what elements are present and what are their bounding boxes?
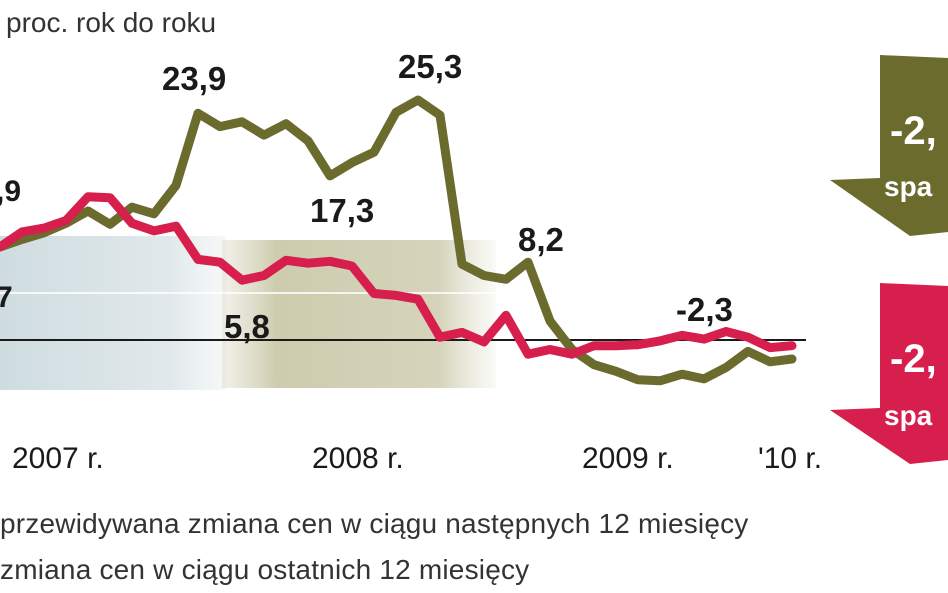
x-label-2007: 2007 r. [12, 442, 104, 475]
annotation-green-low-2008: 17,3 [310, 192, 374, 229]
annotation-green-peak-2007: 23,9 [162, 60, 226, 97]
annotation-red-low-2008: 5,8 [224, 308, 270, 345]
legend-actual: zmiana cen w ciągu ostatnich 12 miesięcy [0, 554, 530, 585]
annotation-mid-left: 7 [0, 281, 13, 314]
callout-forecast-word: spa [884, 171, 933, 202]
callout-actual: -2, spa [830, 283, 948, 464]
series-forecast-line [0, 95, 797, 386]
x-axis-labels: 2007 r. 2008 r. 2009 r. '10 r. [12, 442, 822, 475]
x-label-2009: 2009 r. [582, 442, 674, 475]
callout-actual-word: spa [884, 400, 933, 431]
unit-label: proc. rok do roku [6, 7, 216, 38]
annotation-top-left: ,9 [0, 175, 21, 208]
annotation-green-drop-2008: 8,2 [518, 221, 564, 258]
band-2007 [0, 236, 226, 390]
annotations: ,9 7 23,9 25,3 17,3 8,2 5,8 -2,3 [0, 48, 733, 345]
callout-forecast: -2, spa [830, 55, 948, 236]
series-actual-line [0, 192, 797, 359]
annotation-green-2010: -2,3 [676, 291, 733, 328]
callout-forecast-value: -2, [890, 109, 937, 153]
callout-actual-value: -2, [890, 337, 937, 381]
band-2008 [222, 240, 496, 388]
legend-forecast: przewidywana zmiana cen w ciągu następny… [0, 508, 749, 539]
x-label-2010: '10 r. [758, 442, 822, 475]
annotation-green-peak-2008: 25,3 [398, 48, 462, 85]
x-label-2008: 2008 r. [312, 442, 404, 475]
